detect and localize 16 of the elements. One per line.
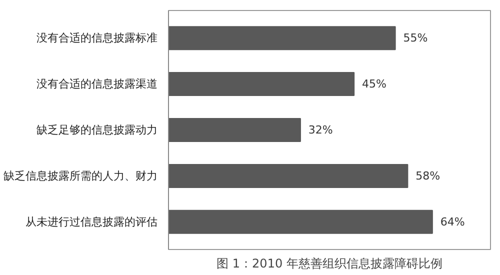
- bar: [168, 26, 396, 50]
- bar: [168, 118, 301, 142]
- y-tick-label: 没有合适的信息披露渠道: [36, 78, 158, 91]
- text: 图 1：2010 年慈善组织信息披露障碍比例: [216, 256, 442, 270]
- y-tick-label: 缺乏信息披露所需的人力、财力: [4, 169, 158, 182]
- y-tick-label: 从未进行过信息披露的评估: [26, 215, 158, 228]
- data-label: 58%: [416, 169, 440, 182]
- bar: [168, 210, 433, 234]
- y-tick-label: 没有合适的信息披露标准: [36, 32, 158, 45]
- bar: [168, 72, 355, 96]
- bar: [168, 164, 408, 188]
- data-label: 45%: [362, 78, 386, 91]
- data-label: 55%: [403, 32, 428, 45]
- data-label: 32%: [308, 124, 333, 136]
- data-label: 64%: [440, 215, 465, 228]
- y-tick-label: 缺乏足够的信息披露动力: [36, 124, 158, 136]
